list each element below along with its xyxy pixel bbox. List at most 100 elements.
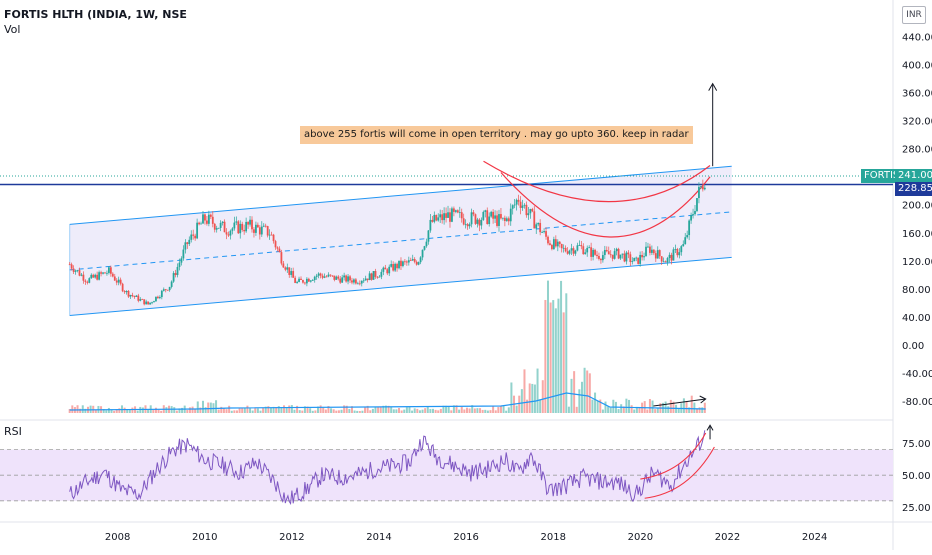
volume-bar — [424, 408, 427, 413]
price-candle — [541, 232, 544, 233]
last-price-tag: 241.00 — [895, 169, 932, 183]
price-candle — [317, 273, 320, 276]
price-candle — [649, 246, 651, 253]
volume-bar — [526, 399, 529, 413]
price-candle — [294, 277, 297, 283]
volume-bar — [651, 400, 654, 413]
price-candle — [643, 256, 645, 258]
price-candle — [396, 263, 398, 269]
volume-bar — [199, 407, 202, 413]
price-candle — [558, 241, 561, 244]
price-candle — [356, 283, 359, 285]
price-candle — [425, 241, 428, 247]
volume-bar — [217, 409, 220, 413]
price-candle — [551, 244, 553, 250]
price-candle — [207, 214, 210, 224]
volume-bar — [332, 409, 335, 413]
price-candle — [104, 272, 106, 274]
volume-bar — [481, 409, 484, 413]
price-candle — [300, 278, 302, 281]
price-candle — [398, 260, 400, 269]
volume-bar — [405, 407, 408, 413]
volume-bar — [622, 406, 625, 413]
price-candle — [158, 297, 161, 299]
volume-bar — [238, 407, 241, 413]
price-candle — [311, 280, 314, 281]
volume-bar — [515, 405, 518, 413]
price-candle — [692, 214, 694, 216]
price-candle — [249, 219, 251, 225]
price-candle — [170, 281, 173, 287]
volume-bar — [241, 408, 244, 413]
price-candle — [88, 278, 91, 283]
volume-bar — [468, 408, 471, 413]
price-candle — [272, 234, 275, 242]
volume-bar — [314, 410, 317, 413]
price-candle — [176, 266, 179, 276]
channel-middle-line — [69, 211, 732, 271]
price-candle — [472, 212, 475, 215]
volume-bar — [81, 405, 84, 413]
volume-bar — [646, 409, 649, 413]
volume-bar — [285, 407, 288, 413]
volume-bar — [361, 410, 364, 413]
volume-bar — [319, 405, 322, 413]
volume-bar — [233, 410, 236, 413]
price-candle — [302, 280, 304, 283]
volume-bar — [536, 368, 539, 413]
volume-bar — [573, 371, 576, 413]
volume-bar — [337, 410, 340, 413]
price-candle — [560, 243, 563, 249]
price-candle — [255, 224, 257, 233]
price-candle — [464, 224, 467, 226]
volume-bar — [460, 406, 463, 413]
price-candle — [523, 204, 526, 206]
price-candle — [129, 294, 132, 297]
price-candle — [347, 276, 349, 282]
price-axis-tick-label: 80.00 — [902, 285, 931, 296]
price-candle — [102, 272, 104, 274]
price-candle — [631, 261, 634, 263]
price-candle — [480, 219, 483, 226]
volume-bar — [94, 409, 97, 413]
price-candle — [598, 255, 600, 259]
annotation-note[interactable]: above 255 fortis will come in open terri… — [300, 126, 693, 144]
target-arrow-head — [708, 82, 718, 91]
price-candle — [568, 250, 571, 254]
volume-bar — [358, 410, 361, 413]
volume-bar — [643, 401, 646, 413]
price-candle — [535, 224, 538, 229]
volume-bar — [374, 406, 377, 413]
volume-bar — [494, 410, 497, 413]
volume-bar — [625, 398, 628, 413]
volume-bar — [311, 410, 314, 413]
volume-bar — [701, 407, 704, 413]
price-candle — [266, 226, 269, 236]
price-candle — [703, 187, 706, 190]
price-candle — [227, 234, 230, 236]
price-candle — [323, 276, 326, 278]
price-candle — [94, 274, 97, 278]
price-candle — [168, 286, 171, 291]
price-candle — [676, 248, 679, 256]
price-candle — [262, 225, 265, 227]
price-candle — [441, 214, 444, 221]
price-candle — [151, 302, 153, 304]
price-candle — [139, 299, 142, 301]
volume-bar — [667, 406, 670, 413]
volume-bar — [154, 407, 157, 413]
price-candle — [368, 273, 371, 281]
price-candle — [333, 275, 336, 280]
volume-bar — [583, 367, 586, 413]
currency-button[interactable]: INR — [902, 6, 926, 24]
price-candle — [603, 249, 606, 256]
price-candle — [543, 231, 545, 233]
volume-bar — [539, 399, 542, 413]
price-candle — [288, 267, 291, 275]
price-candle — [100, 272, 102, 274]
price-candle — [539, 222, 542, 233]
price-candle — [545, 231, 547, 237]
price-candle — [694, 211, 696, 215]
price-candle — [123, 291, 126, 293]
volume-bar — [301, 410, 304, 413]
